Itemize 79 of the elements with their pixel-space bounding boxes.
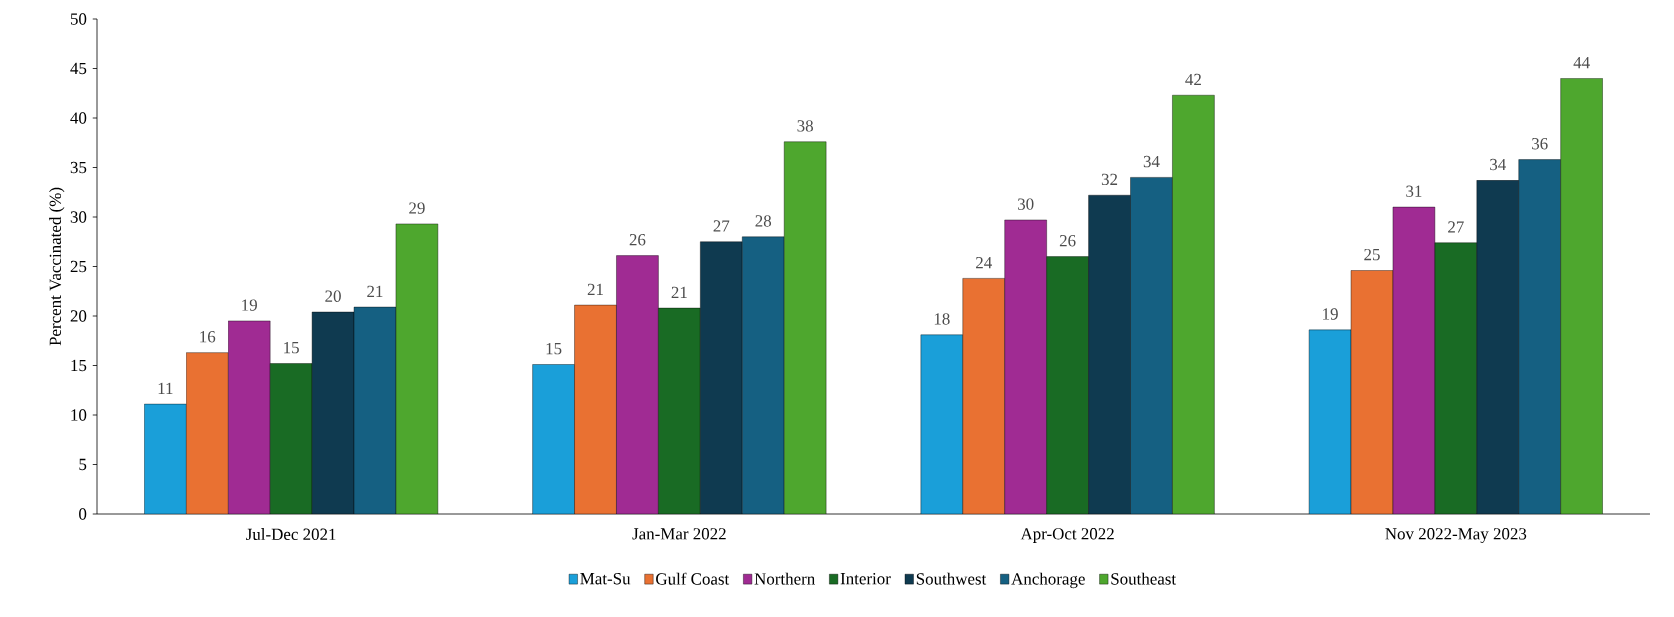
data-label: 16	[200, 331, 216, 343]
y-tick-label: 5	[79, 458, 87, 471]
data-label: 21	[367, 285, 383, 297]
data-label: 34	[1490, 158, 1506, 171]
data-label: 19	[242, 299, 257, 311]
legend-label: Northern	[754, 572, 815, 585]
data-label: 44	[1573, 57, 1590, 69]
legend-label: Gulf Coast	[656, 572, 730, 585]
bar	[1308, 329, 1352, 514]
bar	[616, 255, 659, 514]
y-tick-label: 40	[70, 112, 87, 124]
bar	[1004, 219, 1047, 514]
bar	[920, 334, 963, 514]
bar	[962, 278, 1005, 514]
bar	[144, 403, 187, 514]
legend-label: Interior	[840, 572, 891, 585]
y-tick-label: 10	[71, 409, 87, 421]
bar	[1518, 159, 1561, 514]
legend-label: Southwest	[916, 572, 987, 585]
data-label: 24	[976, 257, 992, 269]
y-tick-label: 25	[70, 260, 87, 273]
data-label: 30	[1018, 198, 1034, 210]
x-tick-label: Jul-Dec 2021	[246, 528, 336, 540]
data-label: 18	[934, 313, 950, 325]
data-label: 27	[713, 220, 730, 232]
data-label: 15	[546, 343, 562, 355]
data-label: 27	[1448, 221, 1464, 233]
y-axis-title: Percent Vaccinated (%)	[49, 187, 65, 346]
bar	[395, 223, 439, 514]
bar	[1088, 195, 1131, 514]
data-label: 15	[284, 342, 299, 354]
bar	[1172, 95, 1215, 514]
legend-label: Anchorage	[1011, 572, 1085, 589]
data-label: 26	[629, 234, 646, 246]
y-tick-label: 35	[70, 161, 87, 174]
data-label: 20	[325, 290, 341, 302]
legend-label: Mat-Su	[580, 572, 631, 585]
bar	[1392, 206, 1436, 514]
bar	[1350, 270, 1394, 514]
data-label: 42	[1185, 73, 1201, 86]
x-tick-label: Nov 2022-May 2023	[1385, 528, 1527, 543]
y-tick-label: 50	[70, 13, 87, 25]
bar	[1560, 78, 1603, 514]
bar	[783, 141, 827, 514]
data-label: 28	[755, 215, 772, 227]
bar	[353, 306, 397, 514]
data-label: 38	[797, 120, 813, 132]
y-tick-label: 30	[70, 211, 87, 223]
data-label: 21	[671, 286, 687, 298]
bar	[1046, 256, 1089, 514]
data-label: 21	[587, 283, 603, 295]
x-tick-label: Apr-Oct 2022	[1020, 528, 1114, 543]
bar	[1476, 180, 1519, 514]
y-tick-label: 0	[79, 508, 87, 520]
bar	[1130, 177, 1173, 514]
bar	[574, 304, 617, 514]
data-label: 25	[1364, 248, 1380, 261]
data-label: 29	[409, 202, 425, 214]
bar	[700, 241, 743, 514]
bar	[186, 352, 229, 514]
bar	[311, 311, 355, 514]
y-tick-label: 20	[70, 310, 87, 322]
y-tick-label: 45	[70, 62, 87, 75]
data-label: 26	[1059, 235, 1076, 247]
bar	[742, 236, 785, 514]
bar	[1434, 242, 1478, 514]
bar	[532, 364, 575, 514]
data-label: 34	[1143, 155, 1160, 168]
y-tick-label: 15	[71, 359, 87, 372]
bar	[228, 320, 271, 514]
bar	[269, 363, 313, 514]
data-label: 19	[1323, 308, 1338, 320]
data-label: 31	[1406, 185, 1422, 197]
x-tick-label: Jan-Mar 2022	[632, 528, 726, 540]
data-label: 36	[1532, 138, 1548, 150]
data-label: 32	[1101, 173, 1118, 186]
legend-label: Southeast	[1111, 572, 1177, 585]
bar	[658, 307, 701, 514]
data-label: 11	[158, 382, 173, 394]
